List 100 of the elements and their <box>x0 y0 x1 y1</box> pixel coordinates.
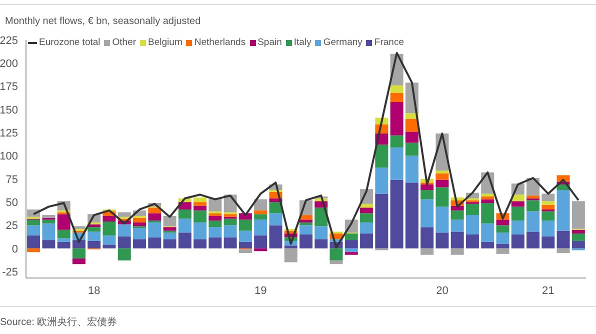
bar <box>375 168 388 194</box>
bar <box>360 213 374 222</box>
bar <box>436 187 449 207</box>
bar <box>556 175 570 182</box>
bar <box>481 202 494 224</box>
bar <box>27 220 40 226</box>
bar <box>72 240 86 248</box>
bar <box>496 225 510 233</box>
bar <box>118 224 131 236</box>
bar <box>390 102 404 136</box>
legend-label: Netherlands <box>194 37 246 48</box>
y-tick-label: -25 <box>2 266 18 278</box>
bar <box>390 135 404 148</box>
bar <box>360 222 374 234</box>
bar <box>526 211 540 232</box>
bar <box>133 228 146 240</box>
bar <box>194 202 207 206</box>
bar <box>163 227 176 231</box>
bar <box>57 230 70 238</box>
bar <box>102 216 116 222</box>
bar <box>254 199 268 210</box>
bar <box>194 239 207 248</box>
bar <box>481 242 494 248</box>
bar <box>254 248 268 252</box>
bar <box>269 225 282 248</box>
bar <box>496 232 510 244</box>
bar <box>420 184 434 190</box>
bar <box>572 234 585 241</box>
y-tick-label: 150 <box>0 104 18 116</box>
bar <box>299 225 312 234</box>
bar <box>163 232 176 240</box>
bar <box>254 214 268 220</box>
bar <box>405 156 418 183</box>
bar <box>572 201 585 229</box>
bar <box>496 220 510 226</box>
bar <box>481 199 494 203</box>
bar <box>148 208 162 214</box>
bar <box>405 118 418 132</box>
bar <box>133 239 146 248</box>
bar <box>420 190 434 200</box>
bar <box>299 220 312 222</box>
bar <box>224 214 237 217</box>
bar <box>72 248 86 259</box>
bar <box>224 218 237 226</box>
y-tick-label: 75 <box>6 174 18 186</box>
bar <box>284 246 298 248</box>
x-tick-label: 18 <box>88 284 100 297</box>
bar <box>542 236 555 248</box>
bar <box>450 220 464 232</box>
bar <box>178 209 192 219</box>
bar <box>496 248 510 254</box>
bar <box>526 232 540 248</box>
bar <box>118 248 131 260</box>
bar <box>466 215 479 234</box>
bar <box>148 237 162 248</box>
bar <box>450 232 464 248</box>
y-tick-label: 125 <box>0 128 18 140</box>
bar <box>238 242 252 248</box>
bar <box>314 226 328 240</box>
legend-label: Spain <box>258 37 282 48</box>
bar <box>466 234 479 248</box>
bar <box>194 197 207 202</box>
bar <box>344 248 358 252</box>
bar <box>481 223 494 242</box>
bar <box>481 194 494 197</box>
bar <box>390 85 404 93</box>
bar <box>224 225 237 238</box>
bar <box>542 201 555 205</box>
bar <box>163 216 176 226</box>
bar <box>88 227 101 232</box>
bar <box>405 132 418 143</box>
bar <box>330 260 343 264</box>
bar <box>572 240 585 248</box>
bar <box>254 220 268 236</box>
bar <box>526 200 540 212</box>
bar <box>390 92 404 102</box>
legend-label: Eurozone total <box>39 37 100 48</box>
bar <box>542 220 555 236</box>
bar <box>436 206 449 233</box>
bar <box>314 208 328 226</box>
bar <box>194 206 207 210</box>
bar <box>27 225 40 236</box>
x-tick-label: 19 <box>254 284 267 297</box>
bar <box>118 236 131 248</box>
bar <box>178 232 192 248</box>
y-tick-label: 175 <box>0 81 18 94</box>
source-note: Source: 欧洲央行、宏债券 <box>0 316 118 329</box>
bar <box>344 252 358 255</box>
bar <box>224 237 237 248</box>
bar <box>284 248 298 262</box>
bar <box>208 216 222 221</box>
bar <box>466 204 479 216</box>
bar <box>344 234 358 240</box>
bar <box>72 258 86 264</box>
bar <box>511 201 524 207</box>
bar <box>572 230 585 234</box>
bar <box>344 240 358 248</box>
x-tick-label: 20 <box>436 284 448 297</box>
bar <box>163 239 176 248</box>
bar <box>436 232 449 248</box>
